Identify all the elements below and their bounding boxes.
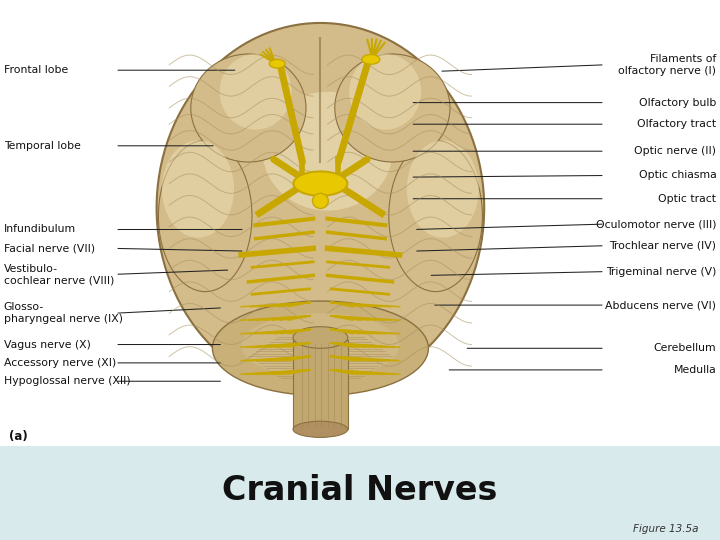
Bar bbox=[0, 0, 720, 446]
Ellipse shape bbox=[293, 327, 348, 348]
Ellipse shape bbox=[269, 59, 285, 68]
Ellipse shape bbox=[241, 313, 400, 378]
Ellipse shape bbox=[362, 55, 380, 64]
Text: Oculomotor nerve (III): Oculomotor nerve (III) bbox=[596, 219, 716, 229]
Ellipse shape bbox=[158, 140, 252, 292]
Ellipse shape bbox=[349, 54, 421, 130]
Text: Trigeminal nerve (V): Trigeminal nerve (V) bbox=[606, 267, 716, 276]
Ellipse shape bbox=[212, 301, 428, 395]
Text: Filaments of
olfactory nerve (I): Filaments of olfactory nerve (I) bbox=[618, 54, 716, 76]
Text: Figure 13.5a: Figure 13.5a bbox=[633, 523, 698, 534]
Text: Abducens nerve (VI): Abducens nerve (VI) bbox=[606, 300, 716, 310]
Ellipse shape bbox=[335, 54, 450, 162]
Text: Optic chiasma: Optic chiasma bbox=[639, 171, 716, 180]
Text: Olfactory bulb: Olfactory bulb bbox=[639, 98, 716, 107]
Text: Infundibulum: Infundibulum bbox=[4, 225, 76, 234]
Text: Facial nerve (VII): Facial nerve (VII) bbox=[4, 244, 95, 253]
Ellipse shape bbox=[293, 421, 348, 437]
Text: Frontal lobe: Frontal lobe bbox=[4, 65, 68, 75]
Ellipse shape bbox=[162, 140, 234, 238]
Text: Glosso-
pharyngeal nerve (IX): Glosso- pharyngeal nerve (IX) bbox=[4, 302, 122, 324]
Ellipse shape bbox=[263, 92, 392, 211]
Text: Accessory nerve (XI): Accessory nerve (XI) bbox=[4, 358, 116, 368]
Text: Cranial Nerves: Cranial Nerves bbox=[222, 474, 498, 508]
Text: Hypoglossal nerve (XII): Hypoglossal nerve (XII) bbox=[4, 376, 130, 386]
Text: Vestibulo-
cochlear nerve (VIII): Vestibulo- cochlear nerve (VIII) bbox=[4, 264, 114, 285]
Text: Vagus nerve (X): Vagus nerve (X) bbox=[4, 340, 91, 349]
Bar bbox=[293, 340, 348, 429]
Text: Optic tract: Optic tract bbox=[658, 194, 716, 204]
Text: Olfactory tract: Olfactory tract bbox=[637, 119, 716, 129]
Ellipse shape bbox=[220, 54, 292, 130]
Text: Cerebellum: Cerebellum bbox=[654, 343, 716, 353]
Ellipse shape bbox=[156, 23, 484, 393]
Text: Trochlear nerve (IV): Trochlear nerve (IV) bbox=[609, 241, 716, 251]
Text: Temporal lobe: Temporal lobe bbox=[4, 141, 81, 151]
Ellipse shape bbox=[294, 172, 347, 195]
Text: Optic nerve (II): Optic nerve (II) bbox=[634, 146, 716, 156]
Ellipse shape bbox=[407, 140, 479, 238]
Ellipse shape bbox=[312, 193, 328, 208]
Text: (a): (a) bbox=[9, 430, 27, 443]
Text: Medulla: Medulla bbox=[674, 365, 716, 375]
Ellipse shape bbox=[389, 140, 482, 292]
Ellipse shape bbox=[191, 54, 306, 162]
Bar bbox=[0, 446, 720, 540]
